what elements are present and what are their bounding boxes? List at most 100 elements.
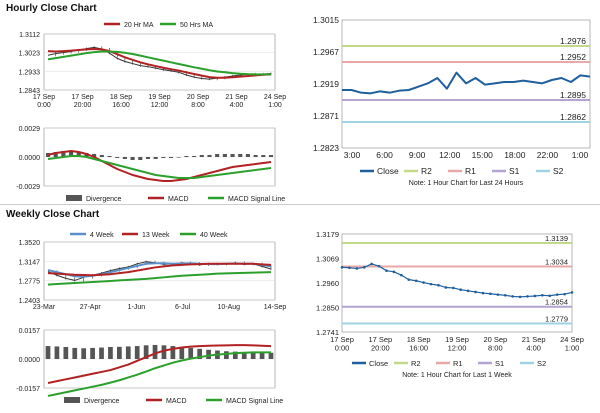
legend-1-label: 20 Hr MA [124,22,154,29]
close-point [429,282,433,286]
close-point [348,266,351,270]
divergence-bar [268,155,274,157]
close-point [414,279,418,283]
close-point [407,278,411,281]
x-tick-label: 27-Apr [80,304,102,311]
close-point [548,294,552,298]
x-tick-label: 15:00 [472,150,494,160]
pivot-label-s2: 1.2779 [545,314,568,323]
divergence-bar [207,155,212,157]
y-tick-label: 1.2843 [19,88,41,95]
y-tick-label: 1.3015 [313,15,339,25]
divergence-bar [63,346,69,359]
legend-macd-signal-label: MACD Signal Line [226,398,283,405]
divergence-bar [138,157,143,160]
x-tick-label: 18 Sep 16:00 [407,335,431,353]
close-point [526,295,529,298]
y-tick-label: 0.0000 [19,357,41,364]
y-tick-label: 1.3069 [316,255,339,264]
divergence-bar [134,346,140,359]
x-tick-label: 24 Sep 1:00 [560,335,584,353]
close-point [518,295,522,299]
y-tick-label: 0.0157 [19,328,41,335]
x-tick-label: 19 Sep 12:00 [148,94,170,109]
pivot-label-r1: 1.2952 [560,52,586,62]
divergence-bar [168,157,174,158]
close-point [459,288,463,292]
divergence-bar [72,347,78,359]
divergence-bar [99,347,104,359]
divergence-bar [179,346,185,359]
series-line-40-week [47,271,272,286]
macd-line [47,150,272,182]
legend-label-r1: R1 [453,359,463,368]
y-tick-label: 1.2850 [316,304,339,313]
y-tick-label: 1.2823 [313,143,339,153]
divergence-bar [215,154,220,157]
close-point [474,290,477,294]
divergence-bar [152,344,158,359]
macd-signal-line [47,155,272,179]
close-point [400,273,403,277]
divergence-bar [250,352,256,359]
close-point [451,286,455,290]
divergence-bar [224,351,229,359]
pivot-label-r2: 1.3139 [545,234,568,243]
plot-frame [43,33,276,91]
y-tick-label: 1.2775 [19,279,41,286]
x-tick-label: 19 Sep 12:00 [445,335,469,353]
close-point [541,294,544,297]
divergence-bar [45,346,51,359]
x-tick-label: 20 Sep 8:00 [483,335,507,353]
series-line-50-hrs-ma [47,50,271,76]
x-tick-label: 17 Sep 20:00 [368,335,392,353]
divergence-bar [192,156,197,157]
x-tick-label: 22:00 [537,150,559,160]
x-tick-label: 1-Jun [128,304,146,311]
close-point [444,286,448,289]
divergence-bar [206,349,211,359]
close-point [563,292,566,296]
divergence-bar [108,346,113,359]
close-point [362,266,366,269]
divergence-bar [238,154,243,157]
divergence-bar [230,154,235,157]
legend-divergence-label: Divergence [84,398,120,405]
legend-divergence-swatch [66,195,82,201]
x-tick-label: 20 Sep 8:00 [187,94,209,109]
y-tick-label: 1.3023 [19,51,41,58]
x-tick-label: 24 Sep 1:00 [264,94,286,109]
x-tick-label: 21 Sep 4:00 [225,94,247,109]
legend-2-label: 50 Hrs MA [180,22,213,29]
series-line-13-week [47,262,272,277]
y-tick-label: -0.0029 [16,184,40,191]
plot-frame [43,241,276,301]
y-tick-label: 1.2871 [313,111,339,121]
divergence-bar [81,348,87,359]
divergence-bar [99,155,104,157]
weekly-pivot-chart: 1.3179 1.3069 1.2960 1.2850 1.2741 1.3139 1.30… [316,230,584,379]
close-point [340,266,344,269]
divergence-bar [115,157,120,158]
divergence-bar [241,351,247,359]
divergence-bar [117,346,122,359]
x-tick-label: 9:00 [409,150,426,160]
legend-label-s2: S2 [553,166,564,176]
legend-2-label: 13 Week [142,232,170,239]
x-tick-label: 10-Aug [218,304,241,311]
close-point [437,283,440,287]
divergence-bar [76,152,81,157]
divergence-bar [53,152,58,157]
plot-frame [341,233,573,333]
y-tick-label: 1.3520 [19,240,41,247]
x-tick-label: 6-Jul [175,304,191,311]
x-tick-label: 18 Sep 16:00 [110,94,132,109]
hourly-macd-chart: 0.0029 0.0000 -0.0029 Divergence MACD MACD Si… [16,126,285,203]
divergence-bar [69,151,74,157]
legend-divergence-swatch [64,397,80,403]
y-tick-label: 1.2960 [316,279,339,288]
divergence-bar [161,157,166,158]
close-point [489,292,492,296]
divergence-bar [130,157,135,160]
y-tick-label: 1.2403 [19,298,41,305]
